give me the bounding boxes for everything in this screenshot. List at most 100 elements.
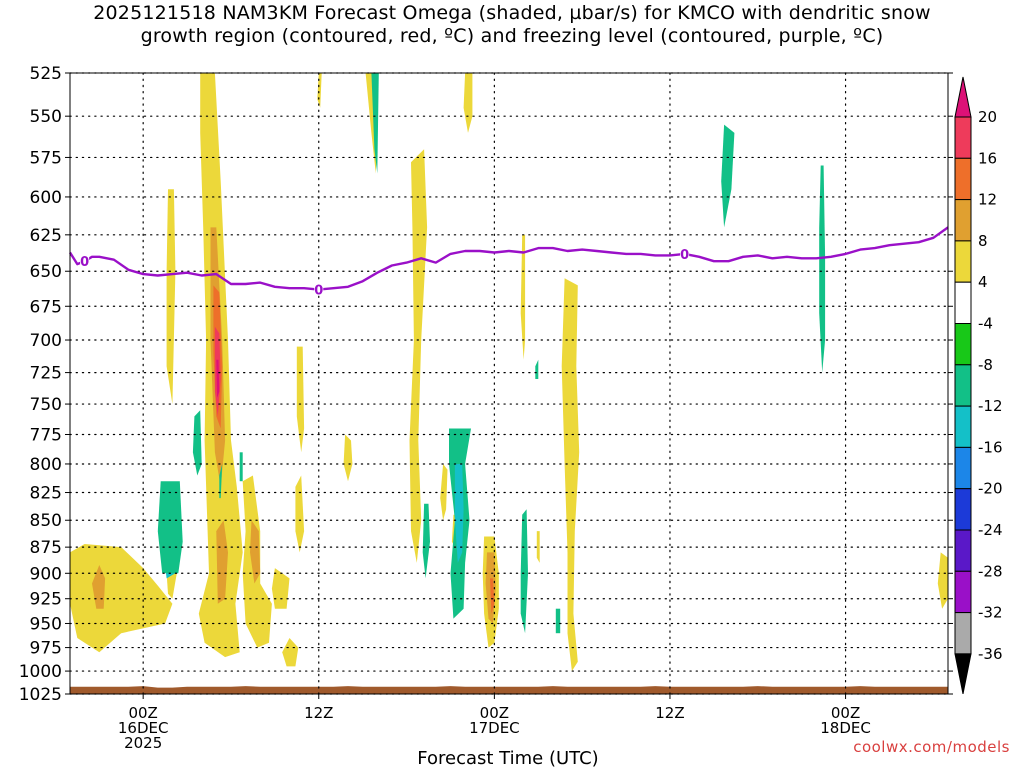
colorbar-box-10: [954, 529, 972, 572]
y-tick-label: 800: [30, 455, 62, 475]
x-axis-title: Forecast Time (UTC): [417, 748, 598, 768]
y-tick-label: 925: [30, 590, 62, 610]
omega-region-14: [296, 346, 305, 453]
omega-region-15: [295, 475, 305, 553]
omega-region-1: [92, 565, 106, 609]
x-tick-label: 00Z: [128, 704, 157, 722]
freezing-level-label: 0: [680, 248, 689, 263]
y-tick-label: 600: [30, 188, 62, 208]
omega-region-35: [371, 73, 379, 174]
freezing-level-label: 0: [80, 255, 89, 270]
colorbar-box-2: [954, 199, 972, 242]
y-tick-label: 700: [30, 331, 62, 351]
omega-region-11: [250, 520, 261, 584]
colorbar-label: 16: [978, 149, 997, 167]
colorbar-box-12: [954, 612, 972, 655]
colorbar-box-1: [954, 157, 972, 201]
x-tick-label: 16DEC: [118, 719, 169, 737]
y-axis: 525 550 575 600 625 650 675 700 725 750 775 800 825 8…: [19, 64, 953, 705]
y-tick-label: 825: [30, 484, 62, 504]
colorbar-label: 12: [978, 191, 997, 209]
freezing-level-layer: 0 0 0: [68, 226, 949, 299]
x-tick-label: 00Z: [831, 704, 860, 722]
y-tick-label: 650: [30, 262, 62, 282]
colorbar-box-6: [954, 364, 972, 407]
colorbar-box-4: [954, 281, 972, 325]
x-tick-label: 18DEC: [820, 719, 871, 737]
omega-region-30: [535, 359, 539, 379]
omega-region-23: [454, 464, 464, 563]
omega-region-38: [239, 452, 243, 482]
x-tick-label: 00Z: [480, 704, 509, 722]
omega-region-9: [216, 520, 228, 604]
freezing-level-label: 0: [314, 284, 323, 299]
y-tick-label: 950: [30, 614, 62, 634]
x-tick-label: 2025: [124, 734, 162, 752]
colorbar-label: -20: [978, 480, 1003, 498]
colorbar-label: 8: [978, 232, 988, 250]
y-tick-label: 900: [30, 564, 62, 584]
omega-region-32: [536, 531, 540, 563]
omega-region-24: [440, 464, 448, 521]
chart-title: 2025121518 NAM3KM Forecast Omega (shaded…: [0, 2, 1024, 48]
omega-region-40: [157, 481, 183, 574]
omega-region-33: [561, 278, 580, 672]
colorbar-label: 4: [978, 273, 988, 291]
colorbar: 20 16 12 8 4 -4 -8 -12 -16 -20 -24 -28 -32 -36: [954, 76, 1003, 694]
credit-text: coolwx.com/models: [853, 738, 1010, 756]
freezing-label-bg: [80, 254, 90, 268]
ground-layer: [70, 686, 948, 694]
y-tick-label: 525: [30, 64, 62, 84]
x-tick-label: 17DEC: [469, 719, 520, 737]
omega-region-18: [343, 434, 353, 482]
colorbar-label: -32: [978, 604, 1003, 622]
y-tick-label: 1000: [19, 662, 62, 682]
y-tick-label: 675: [30, 297, 62, 317]
colorbar-label: -8: [978, 356, 993, 374]
freezing-label-bg: [680, 246, 690, 260]
ground-fill: [70, 686, 948, 694]
y-tick-label: 750: [30, 395, 62, 415]
omega-region-28: [490, 578, 495, 614]
omega-region-34: [555, 608, 561, 634]
omega-region-16: [317, 73, 322, 108]
gridlines: [69, 72, 949, 695]
omega-region-12: [271, 568, 290, 609]
omega-region-3: [166, 189, 176, 405]
y-tick-label: 550: [30, 107, 62, 127]
y-tick-label: 725: [30, 364, 62, 384]
y-tick-label: 575: [30, 148, 62, 168]
colorbar-bottom-arrow: [954, 653, 972, 694]
omega-region-8: [216, 359, 220, 398]
omega-region-13: [282, 638, 299, 667]
y-tick-label: 1025: [19, 685, 62, 705]
colorbar-label: -36: [978, 645, 1003, 663]
colorbar-label: -24: [978, 521, 1003, 539]
x-tick-label: 12Z: [304, 704, 333, 722]
colorbar-label: -16: [978, 438, 1003, 456]
colorbar-label: -12: [978, 397, 1003, 415]
colorbar-box-11: [954, 570, 972, 614]
omega-region-19: [409, 149, 428, 563]
chart-title-line-1: 2025121518 NAM3KM Forecast Omega (shaded…: [93, 2, 931, 24]
omega-region-43: [937, 552, 948, 609]
colorbar-box-8: [954, 446, 972, 490]
y-tick-label: 875: [30, 538, 62, 558]
y-tick-label: 975: [30, 639, 62, 659]
freezing-label-bg: [314, 282, 324, 296]
omega-region-37: [192, 410, 202, 476]
chart-title-line-2: growth region (contoured, red, ºC) and f…: [140, 25, 884, 47]
omega-region-41: [721, 124, 735, 228]
omega-region-29: [520, 509, 528, 634]
omega-shading-layer: [70, 73, 948, 672]
colorbar-box-9: [954, 488, 972, 531]
colorbar-box-0: [954, 116, 972, 159]
y-tick-label: 625: [30, 226, 62, 246]
plot-frame: [69, 72, 949, 695]
omega-region-36: [219, 464, 223, 499]
omega-region-31: [520, 234, 526, 360]
freezing-level-line: [68, 226, 949, 291]
colorbar-label: -28: [978, 562, 1003, 580]
colorbar-box-7: [954, 405, 972, 448]
